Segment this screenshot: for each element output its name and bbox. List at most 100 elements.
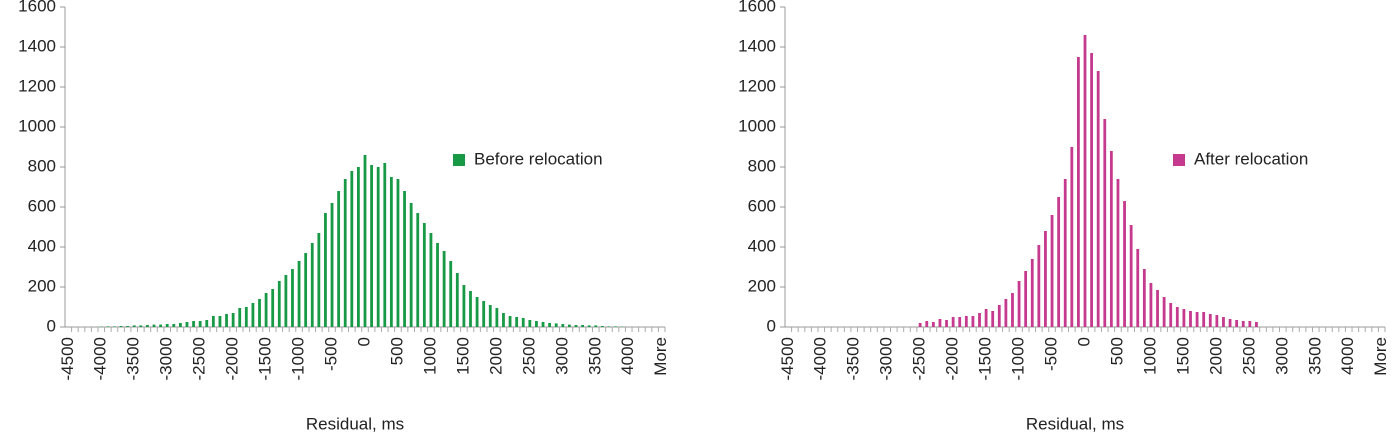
bar	[1011, 293, 1014, 327]
bar	[594, 325, 597, 327]
bar	[364, 155, 367, 327]
bar	[430, 233, 433, 327]
x-axis-label: Residual, ms	[306, 414, 404, 433]
bar	[985, 309, 988, 327]
x-tick-label: 1500	[453, 337, 472, 375]
y-tick-label: 0	[767, 316, 776, 335]
x-tick-label: 2500	[1239, 337, 1258, 375]
x-tick-label: -2500	[190, 337, 209, 380]
bar	[991, 311, 994, 327]
bar	[965, 316, 968, 327]
bar	[952, 317, 955, 327]
bar	[1222, 317, 1225, 327]
bar	[998, 305, 1001, 327]
x-tick-label: -4000	[91, 337, 110, 380]
y-tick-label: 1200	[18, 76, 56, 95]
x-tick-label: 2000	[1206, 337, 1225, 375]
bar	[522, 318, 525, 327]
bar	[1163, 297, 1166, 327]
bar	[548, 323, 551, 327]
y-tick-label: 600	[28, 196, 56, 215]
bar	[199, 321, 202, 327]
bar	[535, 321, 538, 327]
bar	[397, 179, 400, 327]
bar	[443, 251, 446, 327]
bar	[575, 325, 578, 327]
x-tick-label: 4000	[618, 337, 637, 375]
bar	[509, 316, 512, 327]
x-tick-label: -1000	[1009, 337, 1028, 380]
x-tick-label: 0	[354, 337, 373, 346]
bar	[245, 307, 248, 327]
x-tick-label: 1000	[1140, 337, 1159, 375]
bar	[1103, 119, 1106, 327]
x-tick-label: -2000	[223, 337, 242, 380]
bar	[186, 322, 189, 327]
bar	[219, 316, 222, 327]
bar	[1031, 259, 1034, 327]
bar	[489, 305, 492, 327]
y-tick-label: 800	[748, 156, 776, 175]
bar	[932, 322, 935, 327]
bar	[1004, 299, 1007, 327]
bar	[1202, 312, 1205, 327]
bar	[238, 308, 241, 327]
x-tick-label: 3500	[585, 337, 604, 375]
bar	[1070, 147, 1073, 327]
x-tick-label: 500	[387, 337, 406, 365]
bar	[179, 323, 182, 327]
bar	[377, 167, 380, 327]
bar	[925, 321, 928, 327]
bar	[403, 191, 406, 327]
bar	[357, 167, 360, 327]
x-tick-label: -500	[1042, 337, 1061, 371]
bar	[192, 321, 195, 327]
x-tick-label: -3000	[877, 337, 896, 380]
bar	[1229, 319, 1232, 327]
y-tick-label: 1000	[18, 116, 56, 135]
x-tick-label: -4000	[811, 337, 830, 380]
bar	[1024, 271, 1027, 327]
x-tick-label: 2500	[519, 337, 538, 375]
y-tick-label: 1400	[738, 36, 776, 55]
legend-label: Before relocation	[474, 149, 603, 168]
bar	[1209, 314, 1212, 327]
bar	[139, 325, 142, 327]
bar	[978, 313, 981, 327]
bar	[1176, 307, 1179, 327]
x-tick-label: -3000	[157, 337, 176, 380]
bar	[252, 303, 255, 327]
bar	[212, 316, 215, 327]
bar	[133, 325, 136, 327]
bar	[1235, 320, 1238, 327]
y-tick-label: 1200	[738, 76, 776, 95]
bar	[515, 317, 518, 327]
bar	[1136, 249, 1139, 327]
bar	[555, 323, 558, 327]
y-tick-label: 1400	[18, 36, 56, 55]
bar	[278, 281, 281, 327]
y-tick-label: 200	[748, 276, 776, 295]
bar	[390, 177, 393, 327]
x-tick-label: -1000	[289, 337, 308, 380]
bar	[1097, 71, 1100, 327]
x-tick-label: 3000	[1272, 337, 1291, 375]
bar	[601, 326, 604, 327]
bar	[265, 293, 268, 327]
y-tick-label: 600	[748, 196, 776, 215]
bar	[106, 326, 109, 327]
x-tick-label: 2000	[486, 337, 505, 375]
bar	[1215, 315, 1218, 327]
bar	[337, 191, 340, 327]
x-tick-label: -500	[322, 337, 341, 371]
y-tick-label: 0	[47, 316, 56, 335]
bar	[469, 291, 472, 327]
bar	[528, 320, 531, 327]
bar	[1150, 283, 1153, 327]
bar	[172, 324, 175, 327]
y-tick-label: 400	[28, 236, 56, 255]
bar	[416, 213, 419, 327]
bar	[331, 203, 334, 327]
bar	[370, 165, 373, 327]
